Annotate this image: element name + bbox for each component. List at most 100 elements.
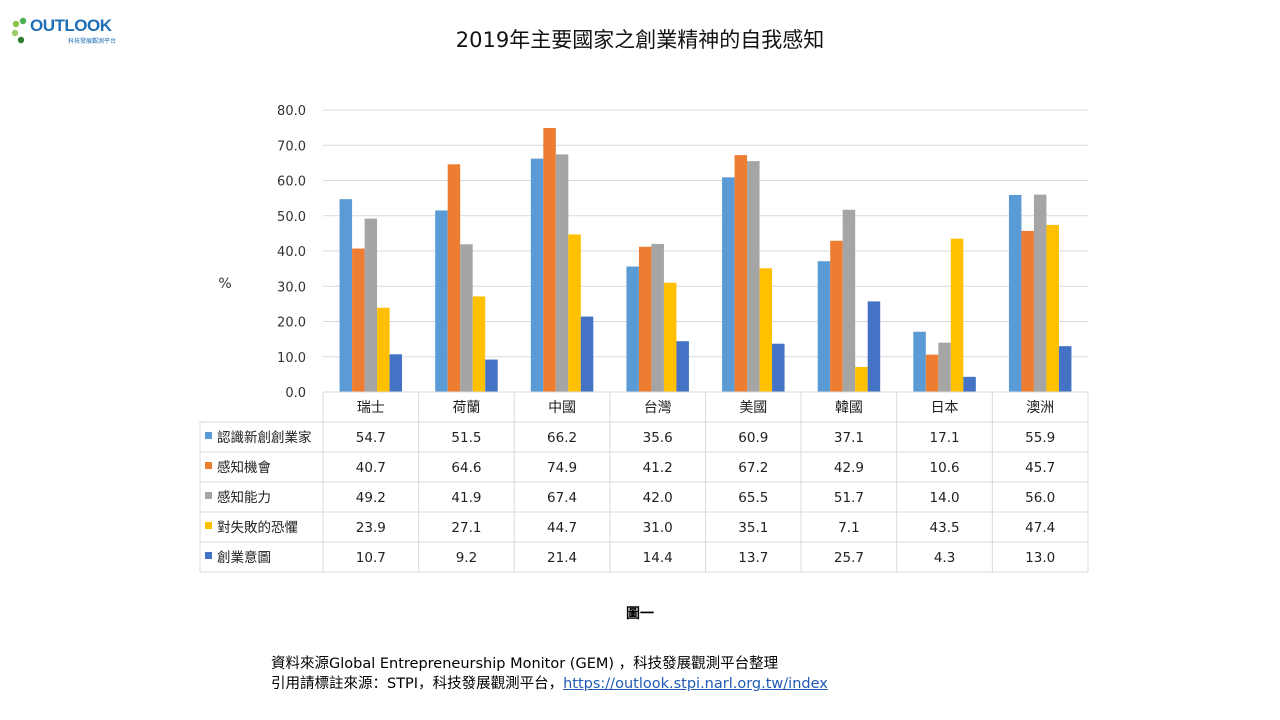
y-tick-label: 10.0 [277,351,306,366]
citation-prefix: 引用請標註來源：STPI，科技發展觀測平台， [271,676,564,692]
data-label: 23.9 [356,520,386,536]
bar-2-5 [734,155,748,392]
legend-swatch-2 [205,462,212,469]
data-label: 60.9 [738,430,768,446]
citation-link[interactable]: https://outlook.stpi.narl.org.tw/index [563,676,828,692]
data-label: 27.1 [451,520,481,536]
data-label: 31.0 [643,520,673,536]
data-label: 7.1 [838,520,859,536]
logo-wordmark: OUTLOOK [30,16,112,35]
bar-4-7 [950,238,964,392]
data-label: 25.7 [834,550,864,566]
y-tick-label: 80.0 [277,104,306,119]
data-label: 65.5 [738,490,768,506]
bar-2-3 [543,127,556,392]
bar-1-3 [530,158,544,392]
legend-swatch-4 [205,522,212,529]
data-label: 13.0 [1025,550,1055,566]
legend-swatch-5 [205,552,212,559]
bar-3-5 [747,161,760,392]
legend-label: 創業意圖 [217,549,271,566]
outlook-logo: OUTLOOK 科技發展觀測平台 [10,14,120,48]
bar-3-1 [364,218,378,392]
bar-2-2 [447,164,461,392]
bar-3-7 [938,342,951,392]
data-label: 67.4 [547,490,577,506]
data-label: 35.1 [738,520,768,536]
bar-3-2 [460,244,473,392]
bar-5-2 [485,359,498,392]
data-label: 42.9 [834,460,864,476]
data-label: 66.2 [547,430,577,446]
y-tick-label: 40.0 [277,245,306,260]
bar-5-5 [772,343,785,392]
source-note: 資料來源Global Entrepreneurship Monitor (GEM… [271,656,779,672]
y-tick-label: 20.0 [277,316,306,331]
bar-4-2 [472,296,486,392]
bar-3-4 [651,243,664,392]
bar-2-8 [1021,230,1034,392]
bar-1-8 [1008,194,1022,392]
category-label: 瑞士 [357,400,385,416]
data-label: 43.5 [930,520,960,536]
data-label: 55.9 [1025,430,1055,446]
data-label: 47.4 [1025,520,1055,536]
bar-1-7 [913,331,926,392]
data-label: 4.3 [934,550,955,566]
data-label: 21.4 [547,550,577,566]
bar-1-6 [817,261,831,392]
category-label: 澳洲 [1026,400,1054,416]
bar-4-1 [377,307,390,392]
bar-5-6 [867,301,881,392]
data-label: 45.7 [1025,460,1055,476]
data-label: 10.6 [930,460,960,476]
legend-label: 對失敗的恐懼 [217,519,298,536]
data-label: 17.1 [930,430,960,446]
legend-swatch-3 [205,492,212,499]
bar-1-5 [722,177,735,392]
data-label: 67.2 [738,460,768,476]
y-tick-label: 50.0 [277,210,306,225]
y-tick-label: 0.0 [285,386,306,401]
bar-2-4 [638,246,652,392]
data-label: 42.0 [643,490,673,506]
bar-3-6 [842,209,856,392]
logo-mark-icon [11,17,27,44]
legend-label: 感知能力 [217,489,271,506]
bar-4-8 [1046,224,1059,392]
y-axis-label: % [218,276,231,292]
data-label: 56.0 [1025,490,1055,506]
data-label: 14.0 [930,490,960,506]
data-label: 49.2 [356,490,386,506]
y-tick-label: 60.0 [277,175,306,190]
data-label: 41.9 [451,490,481,506]
bar-1-1 [339,199,353,392]
data-label: 74.9 [547,460,577,476]
bar-5-4 [676,341,689,392]
bar-4-6 [855,366,868,392]
data-label: 35.6 [643,430,673,446]
y-tick-label: 30.0 [277,280,306,295]
data-label: 37.1 [834,430,864,446]
bar-4-5 [759,268,773,392]
category-label: 荷蘭 [452,400,480,416]
legend-label: 認識新創創業家 [217,429,312,446]
bar-2-7 [925,354,939,392]
category-label: 台灣 [644,400,672,416]
data-label: 40.7 [356,460,386,476]
data-label: 14.4 [643,550,673,566]
bar-3-3 [555,154,569,392]
data-label: 13.7 [738,550,768,566]
bar-5-7 [963,376,976,392]
category-label: 韓國 [835,400,863,416]
category-label: 美國 [739,400,767,416]
bar-5-1 [389,354,403,392]
category-label: 日本 [931,400,959,416]
bar-1-4 [626,266,639,392]
bar-1-2 [435,210,448,392]
data-label: 10.7 [356,550,386,566]
page-title: 2019年主要國家之創業精神的自我感知 [455,28,825,52]
bar-4-4 [663,282,677,392]
bar-5-3 [580,316,594,392]
figure-label: 圖一 [626,606,654,622]
